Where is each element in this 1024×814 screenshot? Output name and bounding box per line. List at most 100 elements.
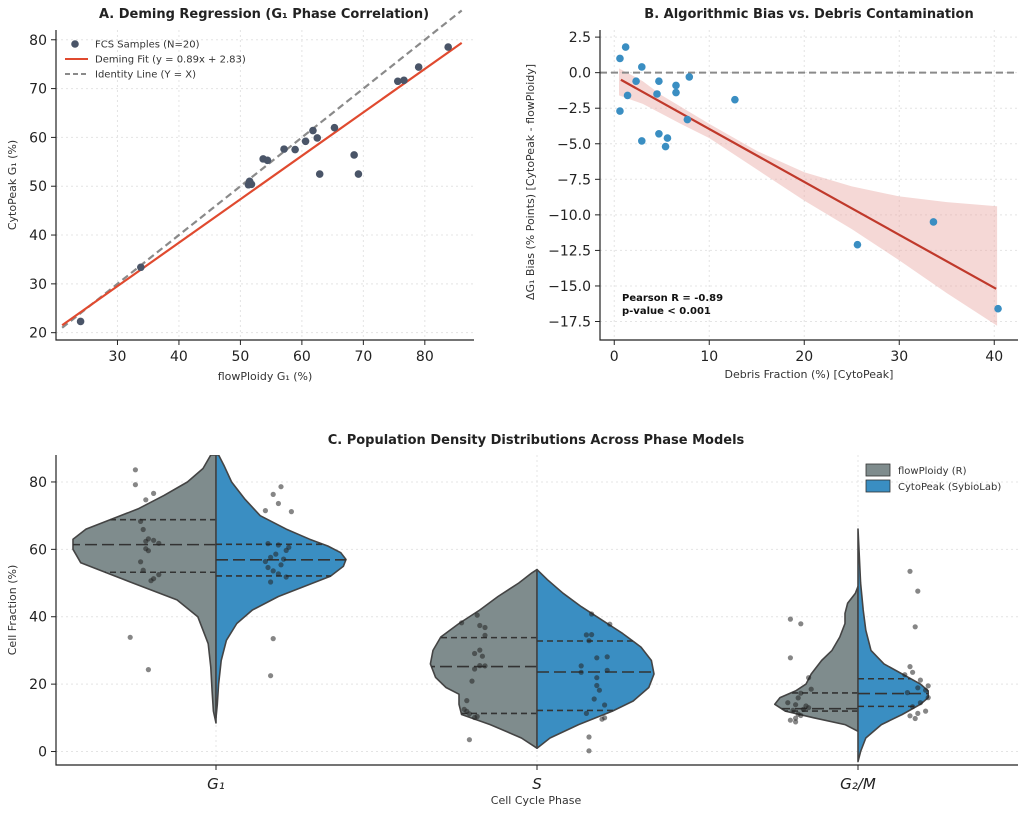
panel-b-ylabel: ΔG₁ Bias (% Points) [CytoPeak - flowPloi… — [524, 64, 537, 300]
jitter-point — [278, 484, 284, 490]
jitter-point — [270, 636, 276, 642]
jitter-point — [482, 663, 488, 669]
panel-a-legend: FCS Samples (N=20) Deming Fit (y = 0.89x… — [65, 40, 246, 81]
jitter-point — [915, 588, 921, 594]
jitter-point — [578, 669, 584, 675]
sample-point — [301, 137, 310, 146]
x-tick-label: 40 — [985, 349, 1003, 365]
panel-b-marks — [600, 43, 1018, 326]
y-tick-label: 30 — [29, 277, 47, 293]
jitter-point — [793, 715, 799, 721]
jitter-point — [594, 675, 600, 681]
sample-point — [291, 145, 299, 154]
jitter-point — [140, 567, 146, 573]
jitter-point — [594, 655, 600, 661]
jitter-point — [459, 620, 465, 626]
bias-point — [616, 107, 624, 115]
jitter-point — [477, 663, 483, 669]
bias-point — [655, 77, 663, 85]
jitter-point — [477, 647, 483, 653]
y-tick-label: 0 — [38, 745, 47, 761]
sample-point — [393, 77, 402, 86]
y-tick-label: −2.5 — [557, 101, 591, 117]
legend-label-deming: Deming Fit (y = 0.89x + 2.83) — [95, 55, 246, 66]
jitter-point — [283, 574, 289, 580]
panel-a: A. Deming Regression (G₁ Phase Correlati… — [6, 7, 474, 383]
panel-b: B. Algorithmic Bias vs. Debris Contamina… — [524, 7, 1018, 381]
panel-b-ticks: 0 10 20 30 40 2.5 0.0 −2.5 −5.0 −7.5 −10.0 −12.5 −15… — [548, 30, 1003, 365]
y-tick-label: 70 — [29, 82, 47, 98]
jitter-point — [923, 708, 929, 714]
jitter-point — [578, 663, 584, 669]
violin-half-flowploidy — [774, 585, 859, 733]
violin-half-cytopeak — [215, 455, 347, 719]
panel-c-axes — [55, 455, 1018, 766]
panel-b-title: B. Algorithmic Bias vs. Debris Contamina… — [644, 7, 973, 22]
bias-point — [672, 88, 680, 97]
x-tick-label: G₂/M — [840, 775, 876, 793]
violin-half-cytopeak — [857, 528, 929, 763]
jitter-point — [787, 616, 794, 622]
y-tick-label: 2.5 — [569, 30, 591, 46]
jitter-point — [275, 542, 281, 548]
legend-label-samples: FCS Samples (N=20) — [95, 40, 200, 51]
panel-c-marks — [72, 455, 931, 763]
jitter-point — [589, 611, 595, 617]
bias-point — [929, 218, 938, 226]
bias-point — [616, 54, 624, 63]
bias-point — [661, 142, 670, 151]
jitter-point — [596, 687, 603, 693]
y-tick-label: 80 — [29, 475, 47, 491]
y-tick-label: −5.0 — [557, 137, 591, 153]
bias-point — [653, 90, 661, 98]
y-tick-label: 50 — [29, 179, 47, 195]
jitter-point — [910, 669, 916, 675]
legend-swatch-cytopeak — [865, 479, 891, 493]
x-tick-label: 30 — [109, 349, 127, 365]
jitter-point — [138, 518, 144, 525]
jitter-point — [583, 632, 590, 638]
bias-point — [621, 43, 630, 51]
jitter-point — [143, 497, 149, 503]
jitter-point — [787, 717, 794, 723]
jitter-point — [466, 737, 472, 743]
panel-b-axes — [599, 30, 1018, 341]
jitter-point — [143, 538, 149, 544]
y-tick-label: 20 — [29, 677, 47, 693]
jitter-point — [785, 700, 791, 706]
x-tick-label: 60 — [293, 349, 311, 365]
jitter-point — [925, 695, 931, 701]
jitter-point — [790, 707, 796, 714]
jitter-point — [469, 678, 475, 684]
jitter-point — [262, 558, 268, 565]
x-tick-label: 30 — [890, 349, 908, 365]
panel-b-annotation-pearson: Pearson R = -0.89 — [622, 293, 723, 304]
sample-point — [76, 317, 85, 326]
panel-b-grid — [600, 30, 1018, 340]
panel-a-grid — [56, 30, 474, 340]
panel-c-legend: flowPloidy (R) CytoPeak (SybioLab) — [865, 463, 1001, 493]
sample-point — [444, 43, 452, 51]
jitter-point — [156, 540, 162, 546]
y-tick-label: −15.0 — [548, 279, 591, 295]
bias-point — [655, 130, 663, 138]
jitter-point — [925, 683, 931, 689]
jitter-point — [798, 712, 804, 719]
confidence-band — [619, 68, 998, 326]
jitter-point — [482, 632, 488, 638]
sample-point — [354, 170, 363, 178]
jitter-point — [472, 714, 478, 721]
x-tick-label: 0 — [610, 349, 619, 365]
x-tick-label: 70 — [354, 349, 372, 365]
x-tick-label: 50 — [231, 349, 249, 365]
jitter-point — [265, 564, 271, 571]
jitter-point — [912, 624, 918, 630]
sample-point — [400, 76, 408, 85]
jitter-point — [793, 702, 799, 708]
bias-point — [731, 95, 739, 104]
jitter-point — [907, 713, 913, 719]
sample-point — [350, 151, 358, 159]
y-tick-label: −17.5 — [548, 315, 591, 331]
jitter-point — [923, 687, 929, 693]
sample-point — [280, 145, 288, 153]
